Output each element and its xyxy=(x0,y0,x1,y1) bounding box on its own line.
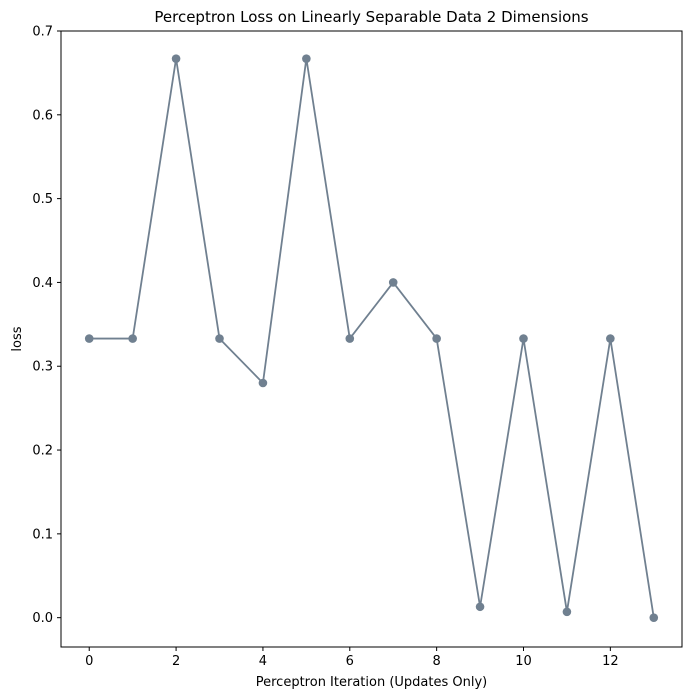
data-point xyxy=(432,334,441,343)
data-point xyxy=(345,334,355,343)
x-axis-label: Perceptron Iteration (Updates Only) xyxy=(256,675,488,690)
plot-area xyxy=(84,54,659,622)
y-tick-label: 0.2 xyxy=(32,444,53,459)
x-tick-label: 8 xyxy=(432,654,440,669)
y-tick-label: 0.3 xyxy=(32,360,53,375)
data-point xyxy=(388,278,398,287)
data-point xyxy=(649,613,659,622)
y-tick-label: 0.4 xyxy=(32,276,53,291)
x-tick-label: 2 xyxy=(172,654,180,669)
chart-title: Perceptron Loss on Linearly Separable Da… xyxy=(154,8,588,26)
x-tick-label: 6 xyxy=(346,654,354,669)
data-point xyxy=(128,334,137,343)
y-tick-label: 0.6 xyxy=(32,108,53,123)
data-point xyxy=(562,607,572,617)
x-tick-label: 0 xyxy=(85,654,93,669)
data-point xyxy=(302,54,311,63)
y-tick-label: 0.1 xyxy=(32,527,53,542)
data-point xyxy=(215,334,224,343)
x-tick-label: 4 xyxy=(259,654,267,669)
y-axis-label: loss xyxy=(10,326,25,351)
series-line xyxy=(89,57,655,618)
data-point xyxy=(84,334,94,343)
data-point xyxy=(171,54,181,63)
x-tick-label: 12 xyxy=(602,654,619,669)
y-axis: 0.0 0.1 0.2 0.3 0.4 0.5 0.6 0.7 xyxy=(32,25,61,626)
y-tick-label: 0.7 xyxy=(32,25,53,40)
plot-frame xyxy=(60,30,683,648)
data-point xyxy=(475,602,485,612)
x-axis: 0 2 4 6 8 10 12 xyxy=(85,647,619,669)
data-point xyxy=(519,334,528,343)
data-point xyxy=(258,378,268,388)
data-point xyxy=(606,334,615,343)
y-tick-label: 0.0 xyxy=(32,611,53,626)
y-tick-label: 0.5 xyxy=(32,192,53,207)
x-tick-label: 10 xyxy=(515,654,532,669)
